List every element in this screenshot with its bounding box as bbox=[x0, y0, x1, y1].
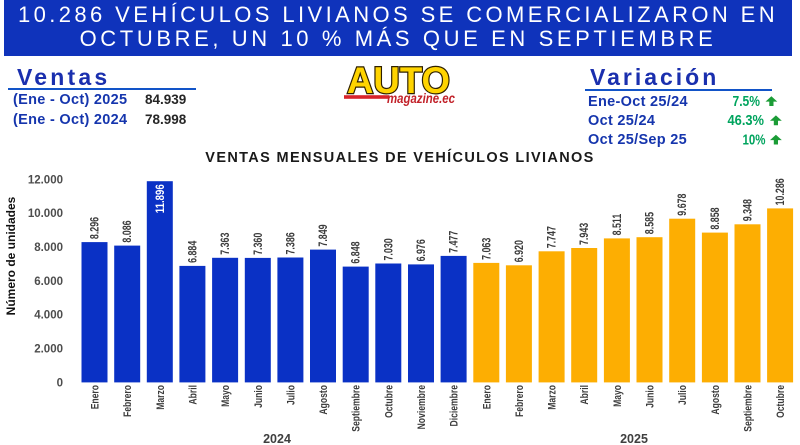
svg-text:Enero: Enero bbox=[481, 385, 493, 410]
svg-text:10.286: 10.286 bbox=[775, 178, 787, 205]
svg-text:9.678: 9.678 bbox=[677, 193, 689, 216]
svg-text:Abril: Abril bbox=[579, 385, 591, 405]
svg-text:Septiembre: Septiembre bbox=[743, 385, 755, 432]
svg-text:6.000: 6.000 bbox=[34, 276, 63, 288]
svg-text:46.3%: 46.3% bbox=[728, 113, 765, 129]
svg-text:12.000: 12.000 bbox=[28, 174, 63, 186]
svg-text:6.920: 6.920 bbox=[514, 240, 526, 262]
svg-text:10.000: 10.000 bbox=[28, 208, 63, 220]
svg-text:0: 0 bbox=[57, 377, 63, 389]
svg-text:Mayo: Mayo bbox=[612, 385, 624, 407]
svg-text:10%: 10% bbox=[743, 132, 766, 148]
svg-text:Junio: Junio bbox=[645, 385, 657, 408]
svg-text:8.511: 8.511 bbox=[612, 213, 624, 235]
svg-text:Febrero: Febrero bbox=[122, 385, 134, 417]
svg-text:AUTO: AUTO bbox=[347, 60, 450, 101]
svg-text:7.747: 7.747 bbox=[547, 226, 559, 248]
svg-text:7.360: 7.360 bbox=[253, 233, 265, 255]
svg-text:9.348: 9.348 bbox=[743, 199, 755, 222]
svg-text:Agosto: Agosto bbox=[710, 385, 722, 415]
svg-text:8.000: 8.000 bbox=[34, 242, 63, 254]
svg-text:7.063: 7.063 bbox=[481, 238, 493, 260]
svg-text:8.086: 8.086 bbox=[122, 220, 134, 242]
svg-text:11.896: 11.896 bbox=[155, 184, 167, 213]
svg-text:Agosto: Agosto bbox=[318, 385, 330, 415]
svg-text:Abril: Abril bbox=[187, 385, 199, 405]
svg-text:8.296: 8.296 bbox=[90, 217, 102, 239]
svg-text:6.848: 6.848 bbox=[351, 241, 363, 264]
svg-text:7.943: 7.943 bbox=[579, 223, 591, 245]
svg-text:7.363: 7.363 bbox=[220, 233, 232, 255]
svg-text:Febrero: Febrero bbox=[514, 385, 526, 417]
svg-text:6.976: 6.976 bbox=[416, 239, 428, 261]
svg-text:Octubre: Octubre bbox=[383, 385, 395, 418]
svg-text:Septiembre: Septiembre bbox=[351, 385, 363, 432]
svg-text:Mayo: Mayo bbox=[220, 385, 232, 407]
svg-text:Marzo: Marzo bbox=[155, 385, 167, 410]
svg-text:magazine.ec: magazine.ec bbox=[387, 91, 455, 106]
svg-text:2025: 2025 bbox=[620, 432, 648, 445]
svg-text:Junio: Junio bbox=[253, 385, 265, 408]
svg-text:6.884: 6.884 bbox=[187, 240, 199, 263]
svg-text:7.030: 7.030 bbox=[383, 238, 395, 260]
svg-text:7.386: 7.386 bbox=[285, 232, 297, 254]
svg-text:Número de unidades: Número de unidades bbox=[4, 196, 18, 315]
svg-text:Marzo: Marzo bbox=[547, 385, 559, 410]
svg-text:8.585: 8.585 bbox=[645, 212, 657, 235]
svg-text:4.000: 4.000 bbox=[34, 310, 63, 322]
svg-text:2024: 2024 bbox=[263, 432, 291, 445]
svg-text:Julio: Julio bbox=[677, 385, 689, 405]
svg-text:7.5%: 7.5% bbox=[733, 94, 761, 110]
svg-text:Enero: Enero bbox=[90, 385, 102, 410]
svg-text:Julio: Julio bbox=[285, 385, 297, 405]
svg-text:Octubre: Octubre bbox=[775, 385, 787, 418]
svg-text:8.858: 8.858 bbox=[710, 207, 722, 230]
svg-text:7.849: 7.849 bbox=[318, 224, 330, 246]
svg-text:2.000: 2.000 bbox=[34, 344, 63, 356]
svg-text:Diciembre: Diciembre bbox=[449, 385, 461, 427]
svg-text:7.477: 7.477 bbox=[449, 231, 461, 253]
svg-text:Noviembre: Noviembre bbox=[416, 385, 428, 429]
